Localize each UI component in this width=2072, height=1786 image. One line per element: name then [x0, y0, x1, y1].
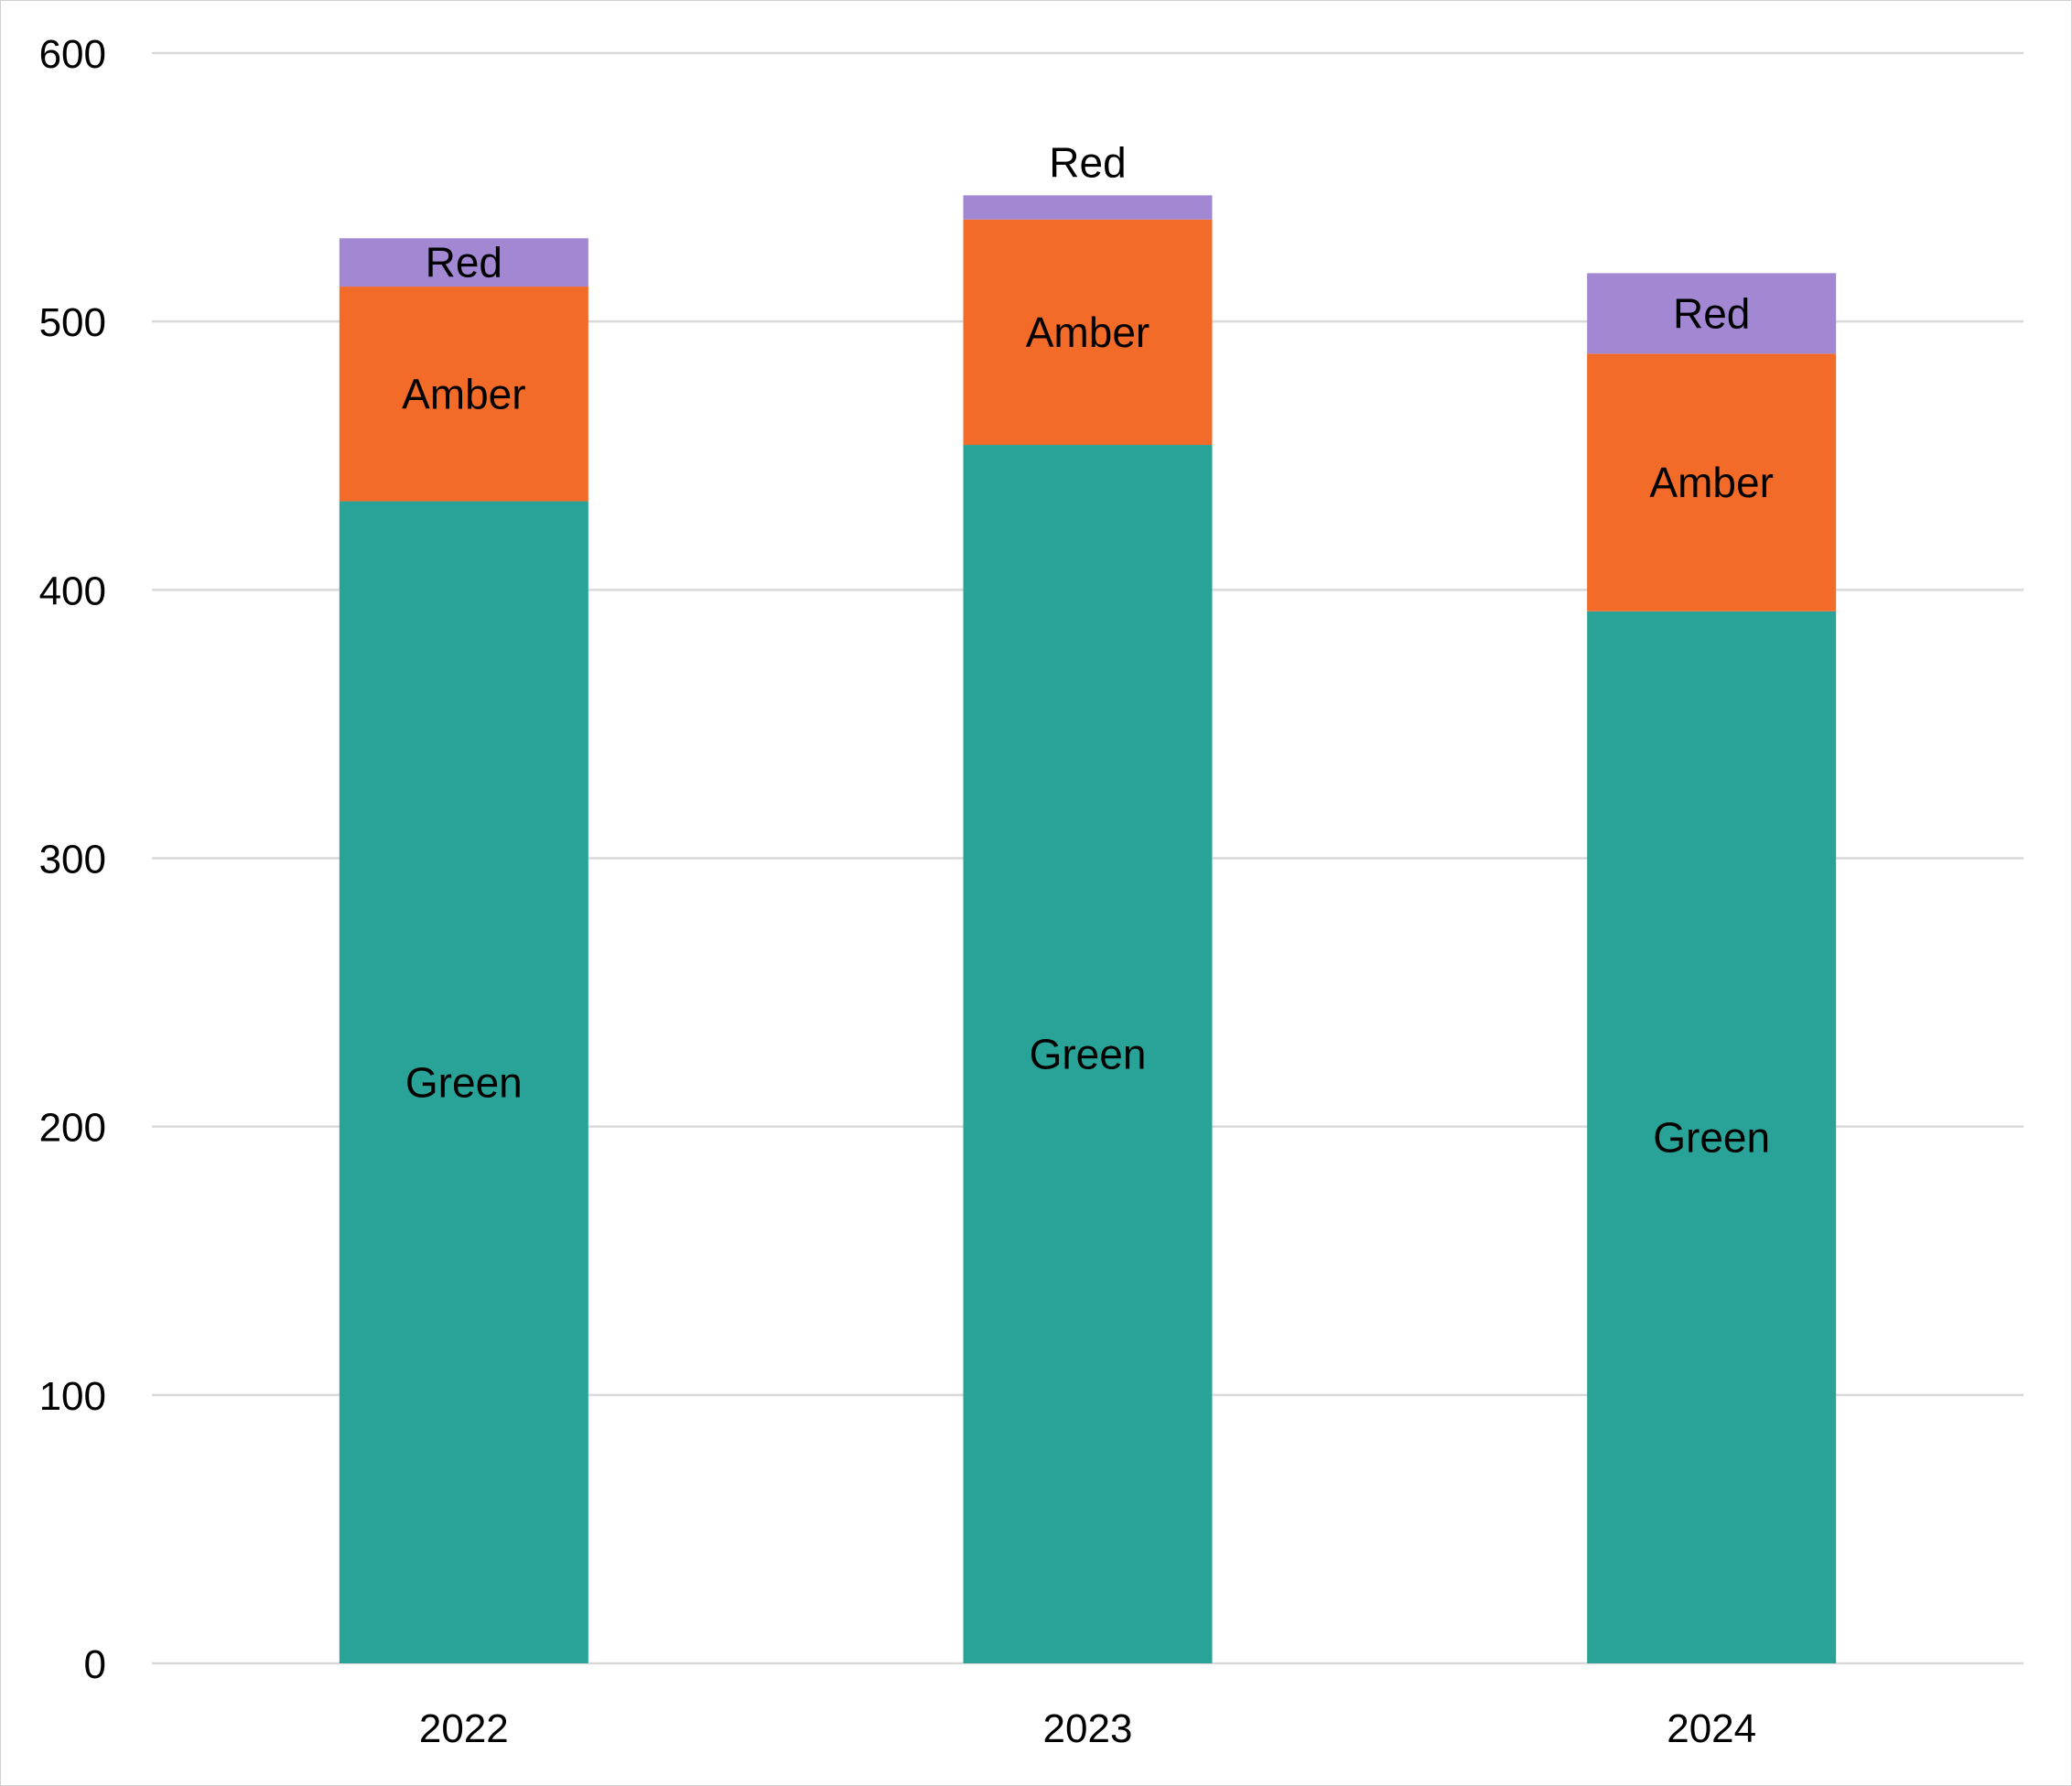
y-axis-ticks: 0 100 200 300 400 500 600	[39, 32, 106, 1687]
segment-label-amber: Amber	[1026, 308, 1149, 356]
bar-segment-red-2024	[1587, 273, 1837, 354]
segment-label-green: Green	[405, 1058, 523, 1106]
y-tick-label: 0	[84, 1642, 106, 1687]
bar-segment-green-2023	[963, 445, 1213, 1664]
segment-labels: Green Amber Red Green Amber Red Green Amber Red	[402, 138, 1774, 1161]
segment-label-amber: Amber	[402, 370, 525, 417]
segment-label-red: Red	[426, 239, 502, 287]
bar-segment-green-2024	[1587, 611, 1837, 1664]
bar-segment-amber-2022	[339, 287, 588, 502]
x-tick-label: 2024	[1667, 1706, 1756, 1751]
bar-segment-red-2022	[339, 238, 588, 287]
bar-segment-green-2022	[339, 501, 588, 1663]
x-tick-label: 2022	[419, 1706, 509, 1751]
bars	[339, 195, 1837, 1664]
segment-label-red: Red	[1049, 138, 1126, 186]
x-axis-labels: 2022 2023 2024	[419, 1706, 1756, 1751]
y-tick-label: 600	[39, 32, 106, 77]
bar-segment-red-2023	[963, 195, 1213, 220]
segment-label-green: Green	[1030, 1031, 1147, 1078]
segment-label-red: Red	[1673, 289, 1750, 337]
y-tick-label: 200	[39, 1106, 106, 1151]
segment-label-green: Green	[1653, 1113, 1770, 1161]
bar-segment-amber-2023	[963, 219, 1213, 446]
y-tick-label: 400	[39, 568, 106, 613]
segment-label-amber: Amber	[1649, 459, 1773, 506]
x-tick-label: 2023	[1043, 1706, 1133, 1751]
y-tick-label: 300	[39, 838, 106, 882]
y-tick-label: 500	[39, 300, 106, 345]
y-tick-label: 100	[39, 1374, 106, 1419]
bar-segment-amber-2024	[1587, 353, 1837, 612]
